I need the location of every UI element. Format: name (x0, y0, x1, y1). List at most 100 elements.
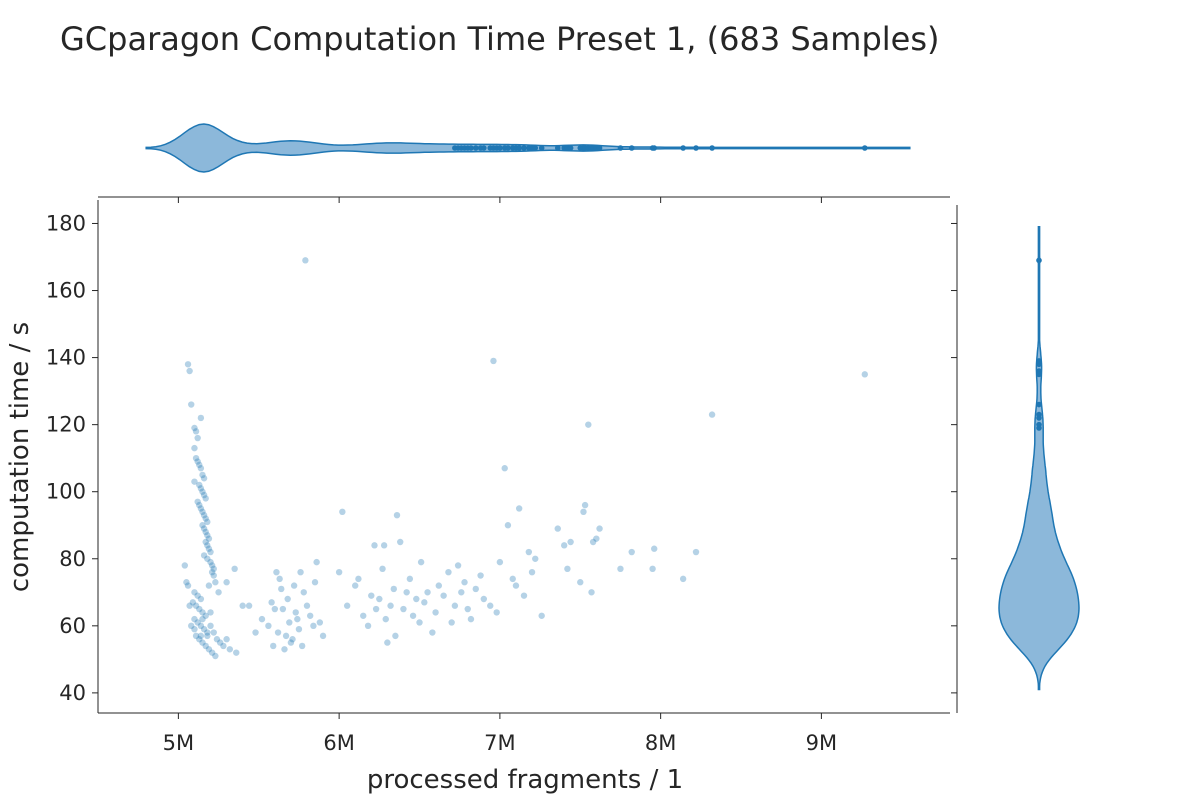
scatter-point (577, 579, 584, 586)
scatter-point (207, 558, 214, 566)
scatter-point (191, 424, 198, 432)
scatter-point (297, 568, 304, 576)
scatter-point (186, 367, 193, 375)
top-violin-point (693, 145, 699, 151)
scatter-point (472, 585, 479, 593)
scatter-point (560, 542, 568, 549)
scatter-point (593, 535, 600, 542)
scatter-point (271, 605, 279, 613)
scatter-point (226, 646, 234, 653)
scatter-point (191, 625, 198, 633)
scatter-point (202, 538, 209, 546)
scatter-point (413, 595, 420, 603)
scatter-point (200, 525, 208, 532)
right-violin-body (998, 226, 1080, 691)
top-marginal-violin (145, 123, 911, 173)
scatter-point (196, 481, 203, 489)
scatter-point (199, 609, 206, 616)
top-violin-point (862, 145, 868, 151)
scatter-point (192, 454, 200, 462)
scatter-point (649, 565, 656, 573)
scatter-point (281, 646, 288, 653)
scatter-point (208, 649, 216, 656)
right-violin-point (1036, 371, 1042, 378)
scatter-point (197, 485, 205, 492)
scatter-point (303, 602, 311, 609)
scatter-point (454, 562, 462, 569)
scatter-point (515, 505, 523, 512)
top-violin-point (472, 145, 479, 151)
scatter-point (183, 579, 190, 586)
scatter-point (564, 565, 571, 573)
scatter-point (409, 612, 417, 619)
scatter-point (199, 488, 206, 495)
scatter-point (197, 632, 205, 640)
scatter-point (403, 589, 410, 596)
top-violin-point (516, 145, 522, 151)
scatter-point (200, 511, 208, 519)
scatter-point (440, 592, 447, 599)
top-violin-point (596, 145, 603, 151)
scatter-point (588, 589, 595, 596)
scatter-point (204, 629, 211, 636)
scatter-point (196, 501, 203, 509)
scatter-point (197, 595, 205, 603)
scatter-point (316, 619, 324, 626)
top-violin-point (505, 145, 511, 151)
scatter-point (207, 548, 214, 556)
scatter-point (596, 525, 603, 532)
scatter-point (205, 582, 213, 589)
scatter-point (188, 622, 195, 630)
scatter-point (258, 615, 266, 623)
scatter-point (186, 602, 193, 609)
scatter-point (528, 568, 536, 576)
scatter-point (215, 589, 222, 596)
scatter-point (429, 629, 436, 636)
scatter-point (194, 592, 201, 599)
scatter-point (231, 565, 238, 573)
scatter-point (355, 575, 362, 583)
scatter-point (273, 568, 280, 576)
scatter-point (372, 605, 380, 613)
scatter-point (192, 632, 200, 640)
scatter-point (207, 609, 214, 616)
scatter-point (467, 615, 475, 623)
scatter-point (313, 558, 320, 566)
scatter-point (220, 642, 227, 650)
scatter-point (184, 582, 192, 589)
scatter-point (199, 471, 206, 479)
scatter-point (202, 642, 209, 650)
top-violin-point (651, 145, 658, 151)
x-tick-label: 6M (323, 731, 354, 755)
scatter-point (276, 575, 283, 583)
scatter-point (382, 615, 389, 623)
scatter-point (191, 589, 198, 596)
scatter-point (270, 642, 277, 650)
scatter-point (384, 639, 391, 646)
scatter-point (208, 562, 216, 569)
scatter-point (380, 542, 388, 549)
scatter-point (435, 582, 442, 589)
scatter-point (274, 629, 282, 636)
scatter-point (554, 525, 561, 532)
scatter-point (525, 548, 533, 556)
top-violin-point (680, 145, 686, 151)
right-violin-point (1036, 421, 1042, 428)
scatter-point (204, 542, 211, 549)
scatter-point (477, 572, 484, 579)
scatter-point (208, 568, 216, 576)
scatter-point (212, 652, 219, 660)
scatter-point (233, 649, 240, 656)
scatter-point (538, 612, 545, 619)
scatter-point (199, 639, 206, 646)
x-tick-label: 9M (806, 731, 837, 755)
scatter-point (223, 579, 230, 586)
chart-title: GCparagon Computation Time Preset 1, (68… (60, 20, 940, 58)
y-tick-label: 140 (46, 346, 86, 370)
x-tick-label: 5M (163, 731, 194, 755)
top-violin-point (709, 145, 715, 151)
scatter-point (580, 508, 587, 516)
right-violin-point (1036, 401, 1042, 408)
scatter-point (239, 602, 246, 609)
scatter-point (284, 595, 291, 603)
